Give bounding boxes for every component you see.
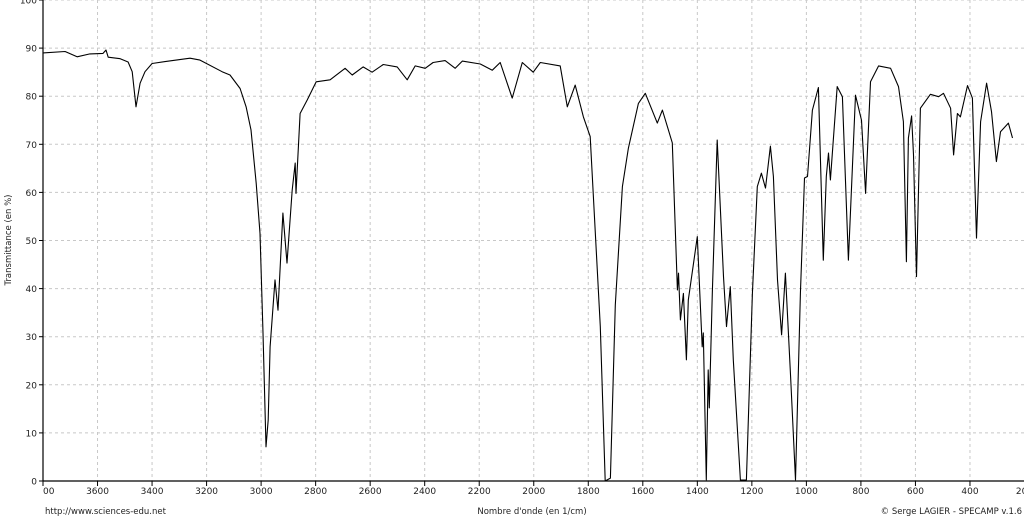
y-tick-label: 20 (26, 381, 38, 391)
y-tick-label: 30 (26, 333, 38, 343)
y-tick-label: 60 (26, 189, 38, 199)
x-tick-label: 3000 (250, 487, 273, 497)
y-tick-label: 10 (26, 429, 38, 439)
x-tick-label: 400 (961, 487, 978, 497)
x-tick-label: 3600 (86, 487, 109, 497)
x-tick-label: 1000 (795, 487, 818, 497)
x-tick-label: 600 (907, 487, 924, 497)
x-tick-label: 1200 (740, 487, 763, 497)
x-tick-label: 2400 (413, 487, 436, 497)
y-tick-label: 0 (31, 478, 37, 488)
x-tick-label: 1800 (577, 487, 600, 497)
axes (39, 0, 1024, 486)
y-tick-label: 50 (26, 237, 38, 247)
x-tick-label: 1400 (686, 487, 709, 497)
y-tick-label: 70 (26, 141, 38, 151)
copyright: © Serge LAGIER - SPECAMP v.1.6 (881, 507, 1022, 517)
y-axis-label: Transmittance (en %) (4, 195, 14, 287)
y-tick-labels: 0 10 20 30 40 50 60 70 80 90 100 (20, 0, 37, 488)
y-tick-label: 80 (26, 93, 38, 103)
x-tick-label: 200 (1016, 487, 1024, 497)
x-tick-label: 3200 (195, 487, 218, 497)
x-tick-label: 800 (852, 487, 869, 497)
x-tick-labels: 3800 3600 3400 3200 3000 2800 2600 2400 2200 2000… (32, 487, 1024, 497)
source-link[interactable]: http://www.sciences-edu.net (45, 507, 167, 517)
x-tick-label: 1600 (631, 487, 654, 497)
x-tick-label: 2000 (522, 487, 545, 497)
grid (43, 0, 1024, 481)
y-tick-label: 90 (26, 45, 38, 55)
x-tick-label: 2800 (304, 487, 327, 497)
x-axis-label: Nombre d'onde (en 1/cm) (477, 507, 586, 517)
y-tick-label: 100 (20, 0, 37, 7)
y-tick-label: 40 (26, 285, 38, 295)
x-tick-label: 3800 (32, 487, 55, 497)
x-tick-label: 2200 (468, 487, 491, 497)
spectrum-line (42, 49, 1014, 482)
x-tick-label: 3400 (141, 487, 164, 497)
x-tick-label: 2600 (359, 487, 382, 497)
